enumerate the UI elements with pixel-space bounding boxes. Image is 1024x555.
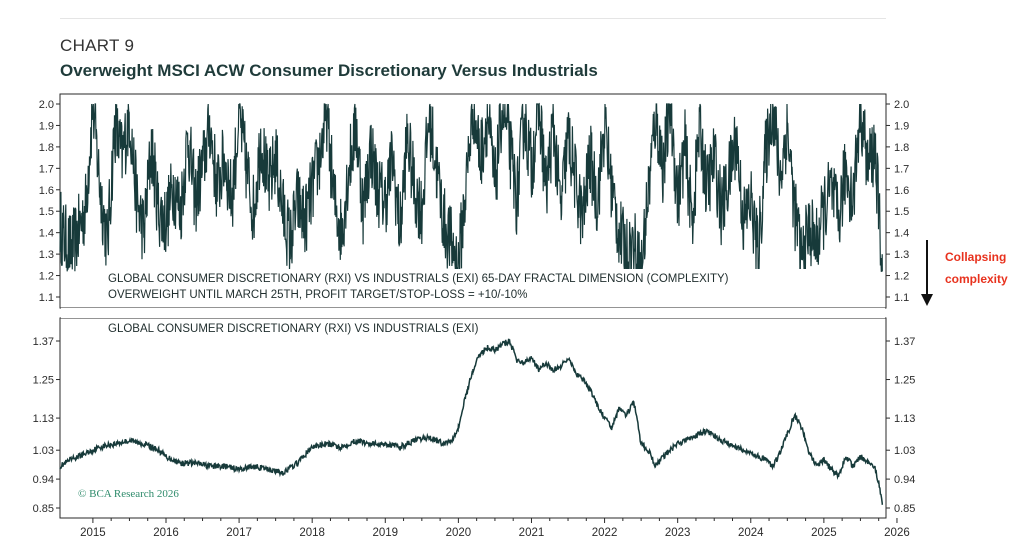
chart-number: CHART 9 — [60, 36, 135, 55]
rp-tick-label-left: 0.94 — [33, 474, 54, 486]
top-panel-label-1: GLOBAL CONSUMER DISCRETIONARY (RXI) VS I… — [108, 273, 729, 285]
bottom-panel-y-ticks: 1.37 1.37 1.25 1.25 1.13 1.13 1.03 1.03 0.94 0.94… — [33, 336, 916, 515]
bottom-panel-frame — [59, 317, 887, 519]
annotation-line-2: complexity — [945, 272, 1008, 286]
fd-tick-label-left: 1.6 — [39, 185, 54, 197]
rp-tick-label-right: 0.94 — [894, 474, 915, 486]
fd-tick-label-right: 1.6 — [894, 185, 909, 197]
fd-tick-label-right: 2.0 — [894, 99, 909, 111]
fractal-dimension-line — [59, 102, 883, 272]
x-tick-label: 2025 — [811, 527, 837, 539]
rp-tick-label-left: 1.37 — [33, 336, 54, 348]
fd-tick-label-left: 2.0 — [39, 99, 54, 111]
x-tick-label: 2022 — [592, 527, 618, 539]
fd-tick-label-left: 1.3 — [39, 249, 54, 261]
rp-tick-label-left: 1.13 — [33, 413, 54, 425]
top-panel-y-ticks: 2.0 2.0 1.9 1.9 1.8 1.8 1.7 1.7 1.6 1.6 1.5 1.5 1.4 1… — [39, 99, 910, 304]
top-panel-label-2: OVERWEIGHT UNTIL MARCH 25TH, PROFIT TARG… — [108, 289, 527, 301]
x-tick-label: 2018 — [299, 527, 325, 539]
credit-text: © BCA Research 2026 — [78, 488, 179, 500]
x-tick-label: 2026 — [884, 527, 910, 539]
x-tick-label: 2024 — [738, 527, 764, 539]
fd-tick-label-left: 1.5 — [39, 206, 54, 218]
rp-tick-label-right: 1.37 — [894, 336, 915, 348]
fd-tick-label-left: 1.4 — [39, 228, 54, 240]
x-tick-label: 2021 — [519, 527, 545, 539]
rp-tick-label-right: 0.85 — [894, 503, 915, 515]
fd-tick-label-right: 1.4 — [894, 228, 909, 240]
rp-tick-label-left: 1.03 — [33, 445, 54, 457]
x-tick-label: 2015 — [80, 527, 106, 539]
x-tick-label: 2017 — [226, 527, 252, 539]
relative-performance-line — [59, 338, 884, 505]
rp-tick-label-left: 0.85 — [33, 503, 54, 515]
fd-tick-label-left: 1.8 — [39, 142, 54, 154]
chart-title: Overweight MSCI ACW Consumer Discretiona… — [60, 61, 598, 80]
fd-tick-label-left: 1.2 — [39, 271, 54, 283]
x-tick-label: 2020 — [446, 527, 472, 539]
fd-tick-label-right: 1.9 — [894, 120, 909, 132]
rp-tick-label-right: 1.13 — [894, 413, 915, 425]
panel-gap — [61, 308, 885, 318]
rp-tick-label-right: 1.03 — [894, 445, 915, 457]
annotation-line-1: Collapsing — [945, 250, 1006, 264]
fd-tick-label-right: 1.7 — [894, 163, 909, 175]
down-arrow-icon — [921, 294, 933, 306]
x-tick-label: 2023 — [665, 527, 691, 539]
bottom-panel-label: GLOBAL CONSUMER DISCRETIONARY (RXI) VS I… — [108, 323, 479, 335]
fd-tick-label-right: 1.1 — [894, 292, 909, 304]
rp-tick-label-left: 1.25 — [33, 375, 54, 387]
fd-tick-label-right: 1.3 — [894, 249, 909, 261]
fd-tick-label-left: 1.7 — [39, 163, 54, 175]
fd-tick-label-right: 1.2 — [894, 271, 909, 283]
rp-tick-label-right: 1.25 — [894, 375, 915, 387]
fd-tick-label-left: 1.9 — [39, 120, 54, 132]
top-rule — [60, 18, 886, 19]
fd-tick-label-right: 1.8 — [894, 142, 909, 154]
fd-tick-label-right: 1.5 — [894, 206, 909, 218]
top-label-backing — [100, 269, 820, 305]
fd-tick-label-left: 1.1 — [39, 292, 54, 304]
x-axis-ticks: 2015 2016 2017 2018 2019 2020 2021 2022 2023 2024… — [80, 518, 910, 539]
x-tick-label: 2016 — [153, 527, 179, 539]
x-tick-label: 2019 — [372, 527, 398, 539]
